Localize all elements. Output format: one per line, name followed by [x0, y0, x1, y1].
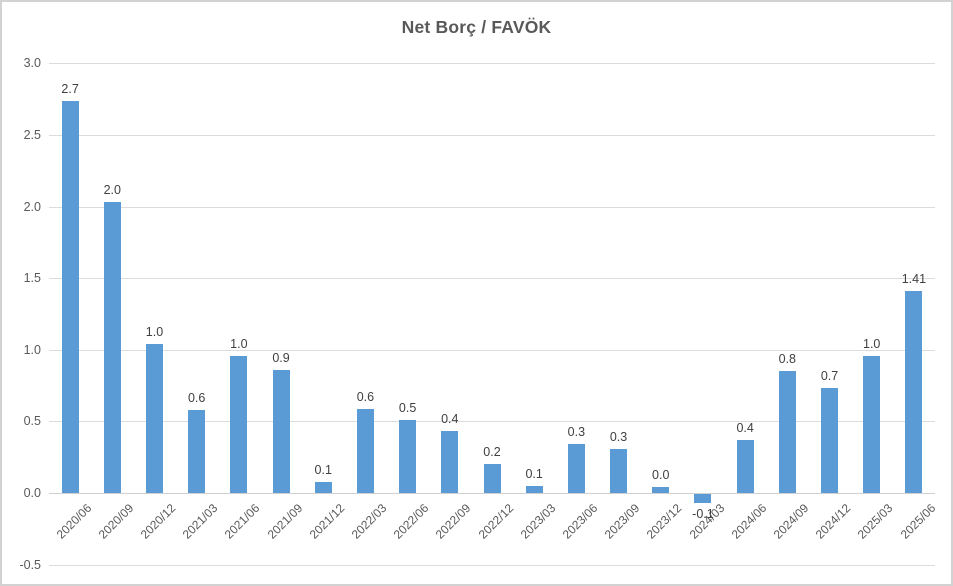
x-axis-line	[49, 493, 935, 494]
bar-value-label: 0.4	[736, 421, 754, 436]
bar-value-label: 0.8	[778, 352, 797, 367]
bar-value-label: 1.0	[145, 325, 164, 340]
bar	[272, 369, 290, 493]
chart-title: Net Borç / FAVÖK	[401, 17, 552, 37]
x-tick-label-text: 2020/06	[53, 501, 94, 542]
x-tick-label-text: 2020/09	[95, 501, 137, 542]
x-tick-label-text: 2022/06	[390, 501, 432, 542]
bar	[778, 371, 796, 493]
bar	[103, 202, 121, 493]
bar-value-label: 0.5	[398, 400, 417, 415]
x-tick-label-text: 2023/06	[559, 501, 601, 542]
bar-value-label: 1.41	[901, 272, 927, 287]
x-tick-label-text: 2025/03	[855, 501, 896, 542]
y-tick-label: 1.0	[23, 342, 41, 357]
gridline	[49, 564, 935, 566]
x-tick-label-text: 2022/09	[433, 501, 474, 542]
bar	[188, 409, 206, 493]
bar	[821, 388, 839, 493]
bar	[525, 485, 543, 493]
x-tick-label-text: 2020/12	[137, 501, 179, 542]
x-tick-label-text: 2022/12	[475, 501, 516, 542]
x-tick-label-text: 2021/09	[264, 501, 305, 542]
bar-value-label: -0.1	[692, 506, 714, 521]
bar-value-label: 0.3	[567, 425, 586, 440]
bar-value-label: 0.1	[314, 462, 332, 477]
bar	[145, 344, 163, 493]
x-tick-label-text: 2022/03	[348, 501, 390, 542]
x-tick-label-text: 2024/06	[728, 501, 770, 542]
bar-value-label: 0.1	[525, 466, 543, 481]
bar	[61, 100, 79, 493]
bar	[230, 355, 248, 493]
bar	[736, 440, 754, 493]
bar	[694, 494, 712, 503]
y-tick-label: 0.5	[23, 414, 41, 429]
y-tick-label: -0.5	[19, 557, 41, 572]
bar-value-label: 2.7	[61, 81, 79, 96]
x-tick-label-text: 2024/12	[812, 501, 854, 542]
x-tick-label-text: 2023/03	[517, 501, 559, 542]
bar	[610, 448, 628, 493]
bar-value-label: 0.9	[272, 350, 290, 365]
bar-value-label: 0.2	[483, 445, 501, 460]
bar-value-label: 1.0	[863, 336, 881, 351]
x-tick-label-text: 2025/06	[897, 501, 938, 542]
x-tick-label-text: 2021/12	[306, 501, 348, 542]
y-tick-label: 2.0	[23, 199, 41, 214]
gridline	[49, 63, 935, 65]
y-tick-label: 1.5	[23, 271, 41, 286]
gridline	[49, 421, 935, 423]
bar	[652, 487, 670, 493]
bar-value-label: 0.6	[356, 389, 375, 404]
bar-value-label: 0.3	[609, 429, 628, 444]
x-tick-label-text: 2024/09	[770, 501, 812, 542]
bar	[356, 408, 374, 493]
x-tick-label-text: 2021/03	[179, 501, 221, 542]
bar-value-label: 0.4	[441, 412, 459, 427]
x-tick-label-text: 2021/06	[222, 501, 263, 542]
bar-value-label: 0.7	[820, 369, 839, 384]
bar-value-label: 2.0	[103, 183, 121, 198]
gridline	[49, 278, 935, 280]
gridline	[49, 349, 935, 351]
gridline	[49, 206, 935, 208]
bar	[441, 431, 459, 493]
bar	[314, 481, 332, 493]
bar-value-label: 0.0	[652, 468, 670, 483]
gridline	[49, 135, 935, 136]
bar	[905, 291, 923, 493]
x-tick-label-text: 2023/09	[601, 501, 643, 542]
bar	[567, 444, 585, 493]
bar-value-label: 0.6	[187, 390, 206, 405]
bar	[863, 355, 881, 493]
bar-value-label: 1.0	[230, 336, 248, 351]
bar	[399, 419, 417, 493]
y-tick-label: 0.0	[23, 486, 41, 500]
bar	[483, 464, 501, 493]
y-tick-label: 2.5	[23, 128, 41, 142]
y-tick-label: 3.0	[23, 56, 41, 71]
x-tick-label-text: 2023/12	[644, 501, 685, 542]
